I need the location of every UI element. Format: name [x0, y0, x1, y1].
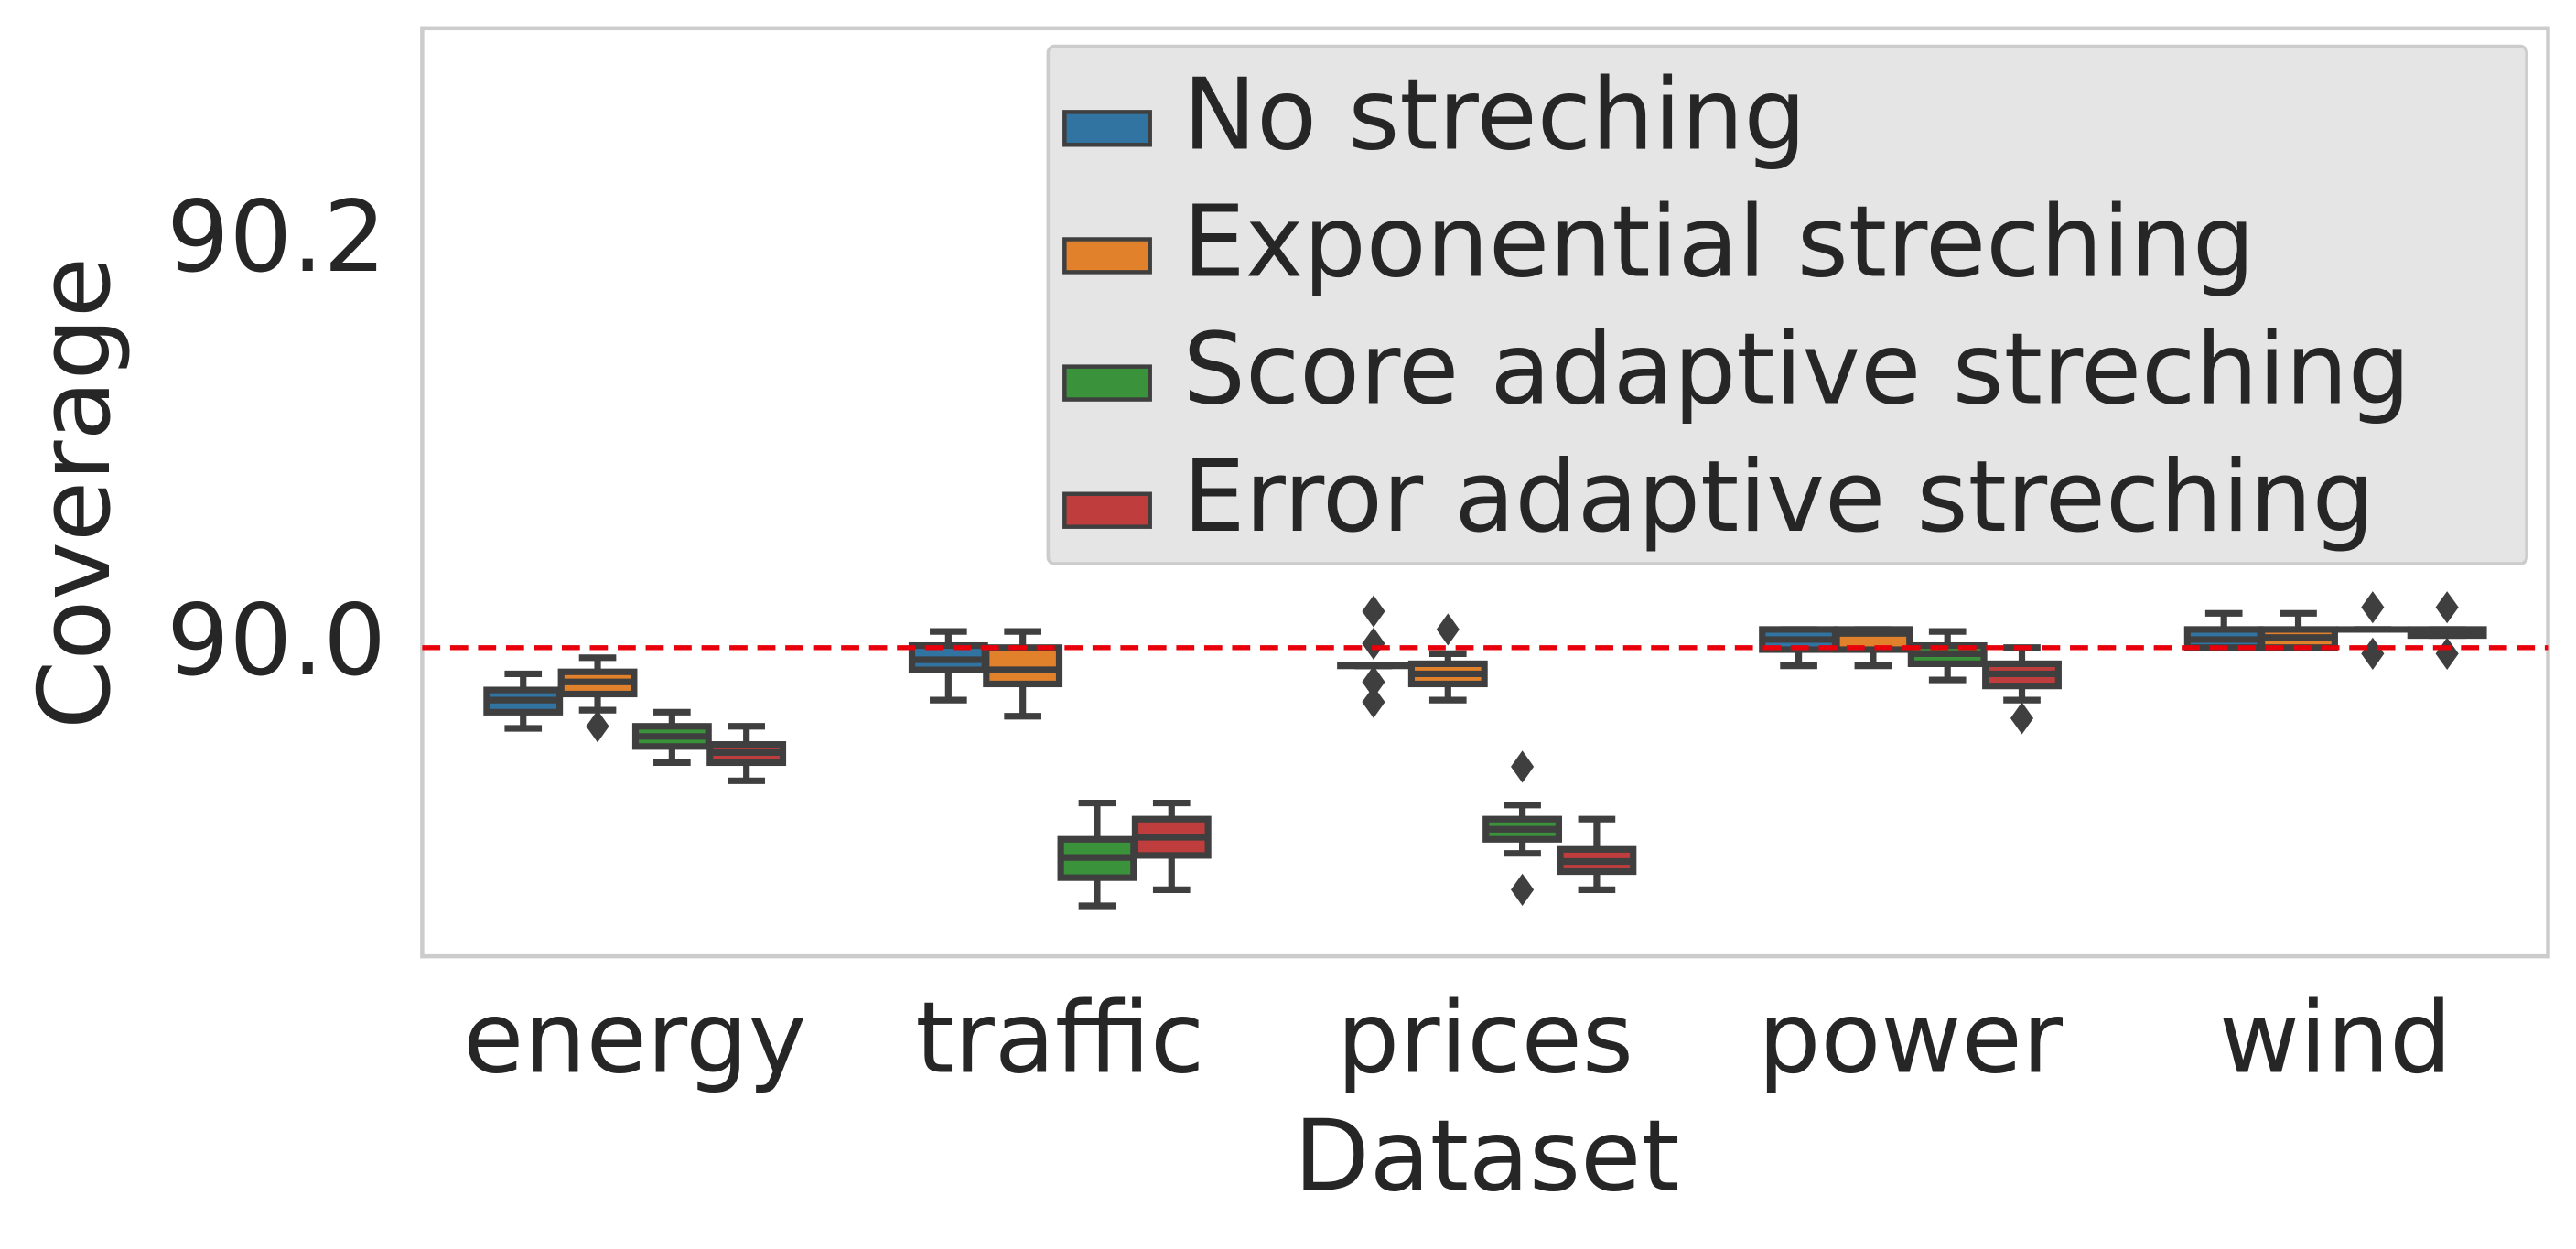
x-tick-label: energy	[463, 981, 806, 1095]
box-group	[1407, 613, 1488, 704]
box-group	[1482, 750, 1563, 906]
box-group	[1982, 644, 2062, 735]
box-group	[557, 654, 638, 743]
x-tick-label: prices	[1337, 981, 1633, 1095]
box-group	[1833, 626, 1913, 670]
legend-swatch	[1062, 364, 1152, 402]
x-axis-label: Dataset	[1294, 1100, 1680, 1214]
box-group	[631, 708, 712, 767]
legend-label: Error adaptive streching	[1183, 440, 2375, 555]
legend-label: No streching	[1183, 58, 1806, 172]
outlier	[1511, 750, 1535, 783]
legend-label: Score adaptive streching	[1183, 313, 2411, 427]
y-tick-label: 90.2	[167, 180, 386, 295]
box	[983, 644, 1063, 688]
x-tick-label: power	[1758, 981, 2064, 1095]
box-group	[706, 723, 787, 784]
legend-frame	[1046, 44, 2528, 565]
box-group	[1131, 799, 1212, 893]
legend-swatch	[1062, 491, 1152, 529]
legend-swatch	[1062, 110, 1152, 147]
box-group	[2183, 609, 2264, 651]
box-group	[483, 670, 564, 732]
box-group	[1557, 815, 1637, 893]
y-axis-label: Coverage	[18, 257, 133, 729]
legend-swatch	[1062, 237, 1152, 275]
box-group	[983, 628, 1063, 720]
outlier	[2010, 702, 2034, 735]
x-tick-label: wind	[2219, 981, 2452, 1095]
outlier	[1511, 873, 1535, 906]
y-tick-label: 90.0	[167, 584, 386, 698]
legend-label: Exponential streching	[1183, 186, 2256, 300]
x-tick-label: traffic	[915, 981, 1204, 1095]
